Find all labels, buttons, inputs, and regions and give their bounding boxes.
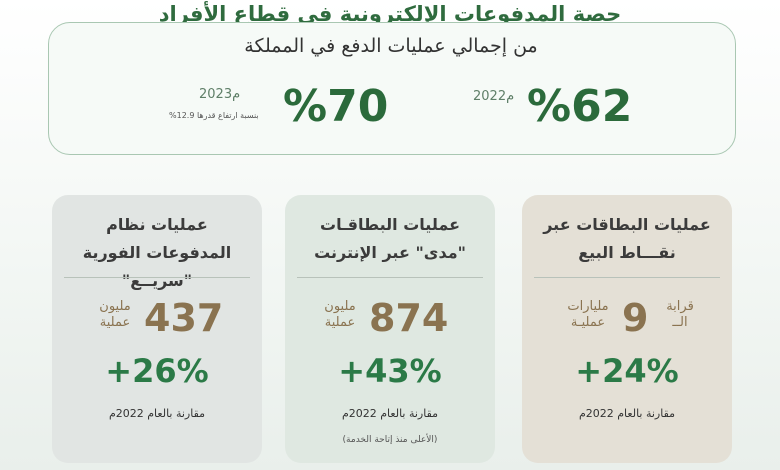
growth-note-2023: بنسبة ارتفاع قدرها 12.9% (169, 111, 259, 120)
card-growth: +26% (105, 352, 209, 390)
card-growth: +43% (338, 352, 442, 390)
card-prefix: قرابة الــ (666, 299, 694, 330)
percent-2022: %62 (527, 81, 633, 132)
card-sarie-payments: عمليات نظام المدفوعات الفورية "سريــع" 4… (52, 195, 262, 463)
card-compare: مقارنة بالعام 2022م (108, 407, 206, 420)
card-title: عمليات البطاقات عبر نقـــاط البيع (543, 215, 711, 262)
summary-panel: من إجمالي عمليات الدفع في المملكة %62 20… (48, 22, 736, 155)
divider (297, 277, 483, 278)
card-compare: مقارنة بالعام 2022م (578, 407, 676, 420)
card-unit: مليارات عمليـة (567, 299, 609, 330)
divider (534, 277, 720, 278)
card-title: عمليات نظام المدفوعات الفورية "سريــع" (82, 215, 232, 290)
year-2022-label: 2022م (473, 89, 515, 104)
card-title: عمليات البطاقـات "مدى" عبر الإنترنت (314, 215, 466, 262)
card-growth: +24% (575, 352, 679, 390)
card-mada-online: عمليات البطاقـات "مدى" عبر الإنترنت 874 … (285, 195, 495, 463)
card-unit: مليون عملية (99, 299, 131, 330)
card-pos-transactions: عمليات البطاقات عبر نقـــاط البيع مليارا… (522, 195, 732, 463)
card-number: 874 (369, 296, 449, 340)
card-footnote: (الأعلى منذ إتاحة الخدمة) (342, 435, 438, 445)
card-compare: مقارنة بالعام 2022م (341, 407, 439, 420)
card-number: 437 (144, 296, 224, 340)
card-number: 9 (622, 296, 649, 340)
percent-2023: %70 (283, 81, 389, 132)
summary-subtitle: من إجمالي عمليات الدفع في المملكة (244, 35, 538, 57)
divider (64, 277, 250, 278)
year-2023-label: 2023م (199, 87, 241, 102)
card-unit: مليون عملية (324, 299, 356, 330)
